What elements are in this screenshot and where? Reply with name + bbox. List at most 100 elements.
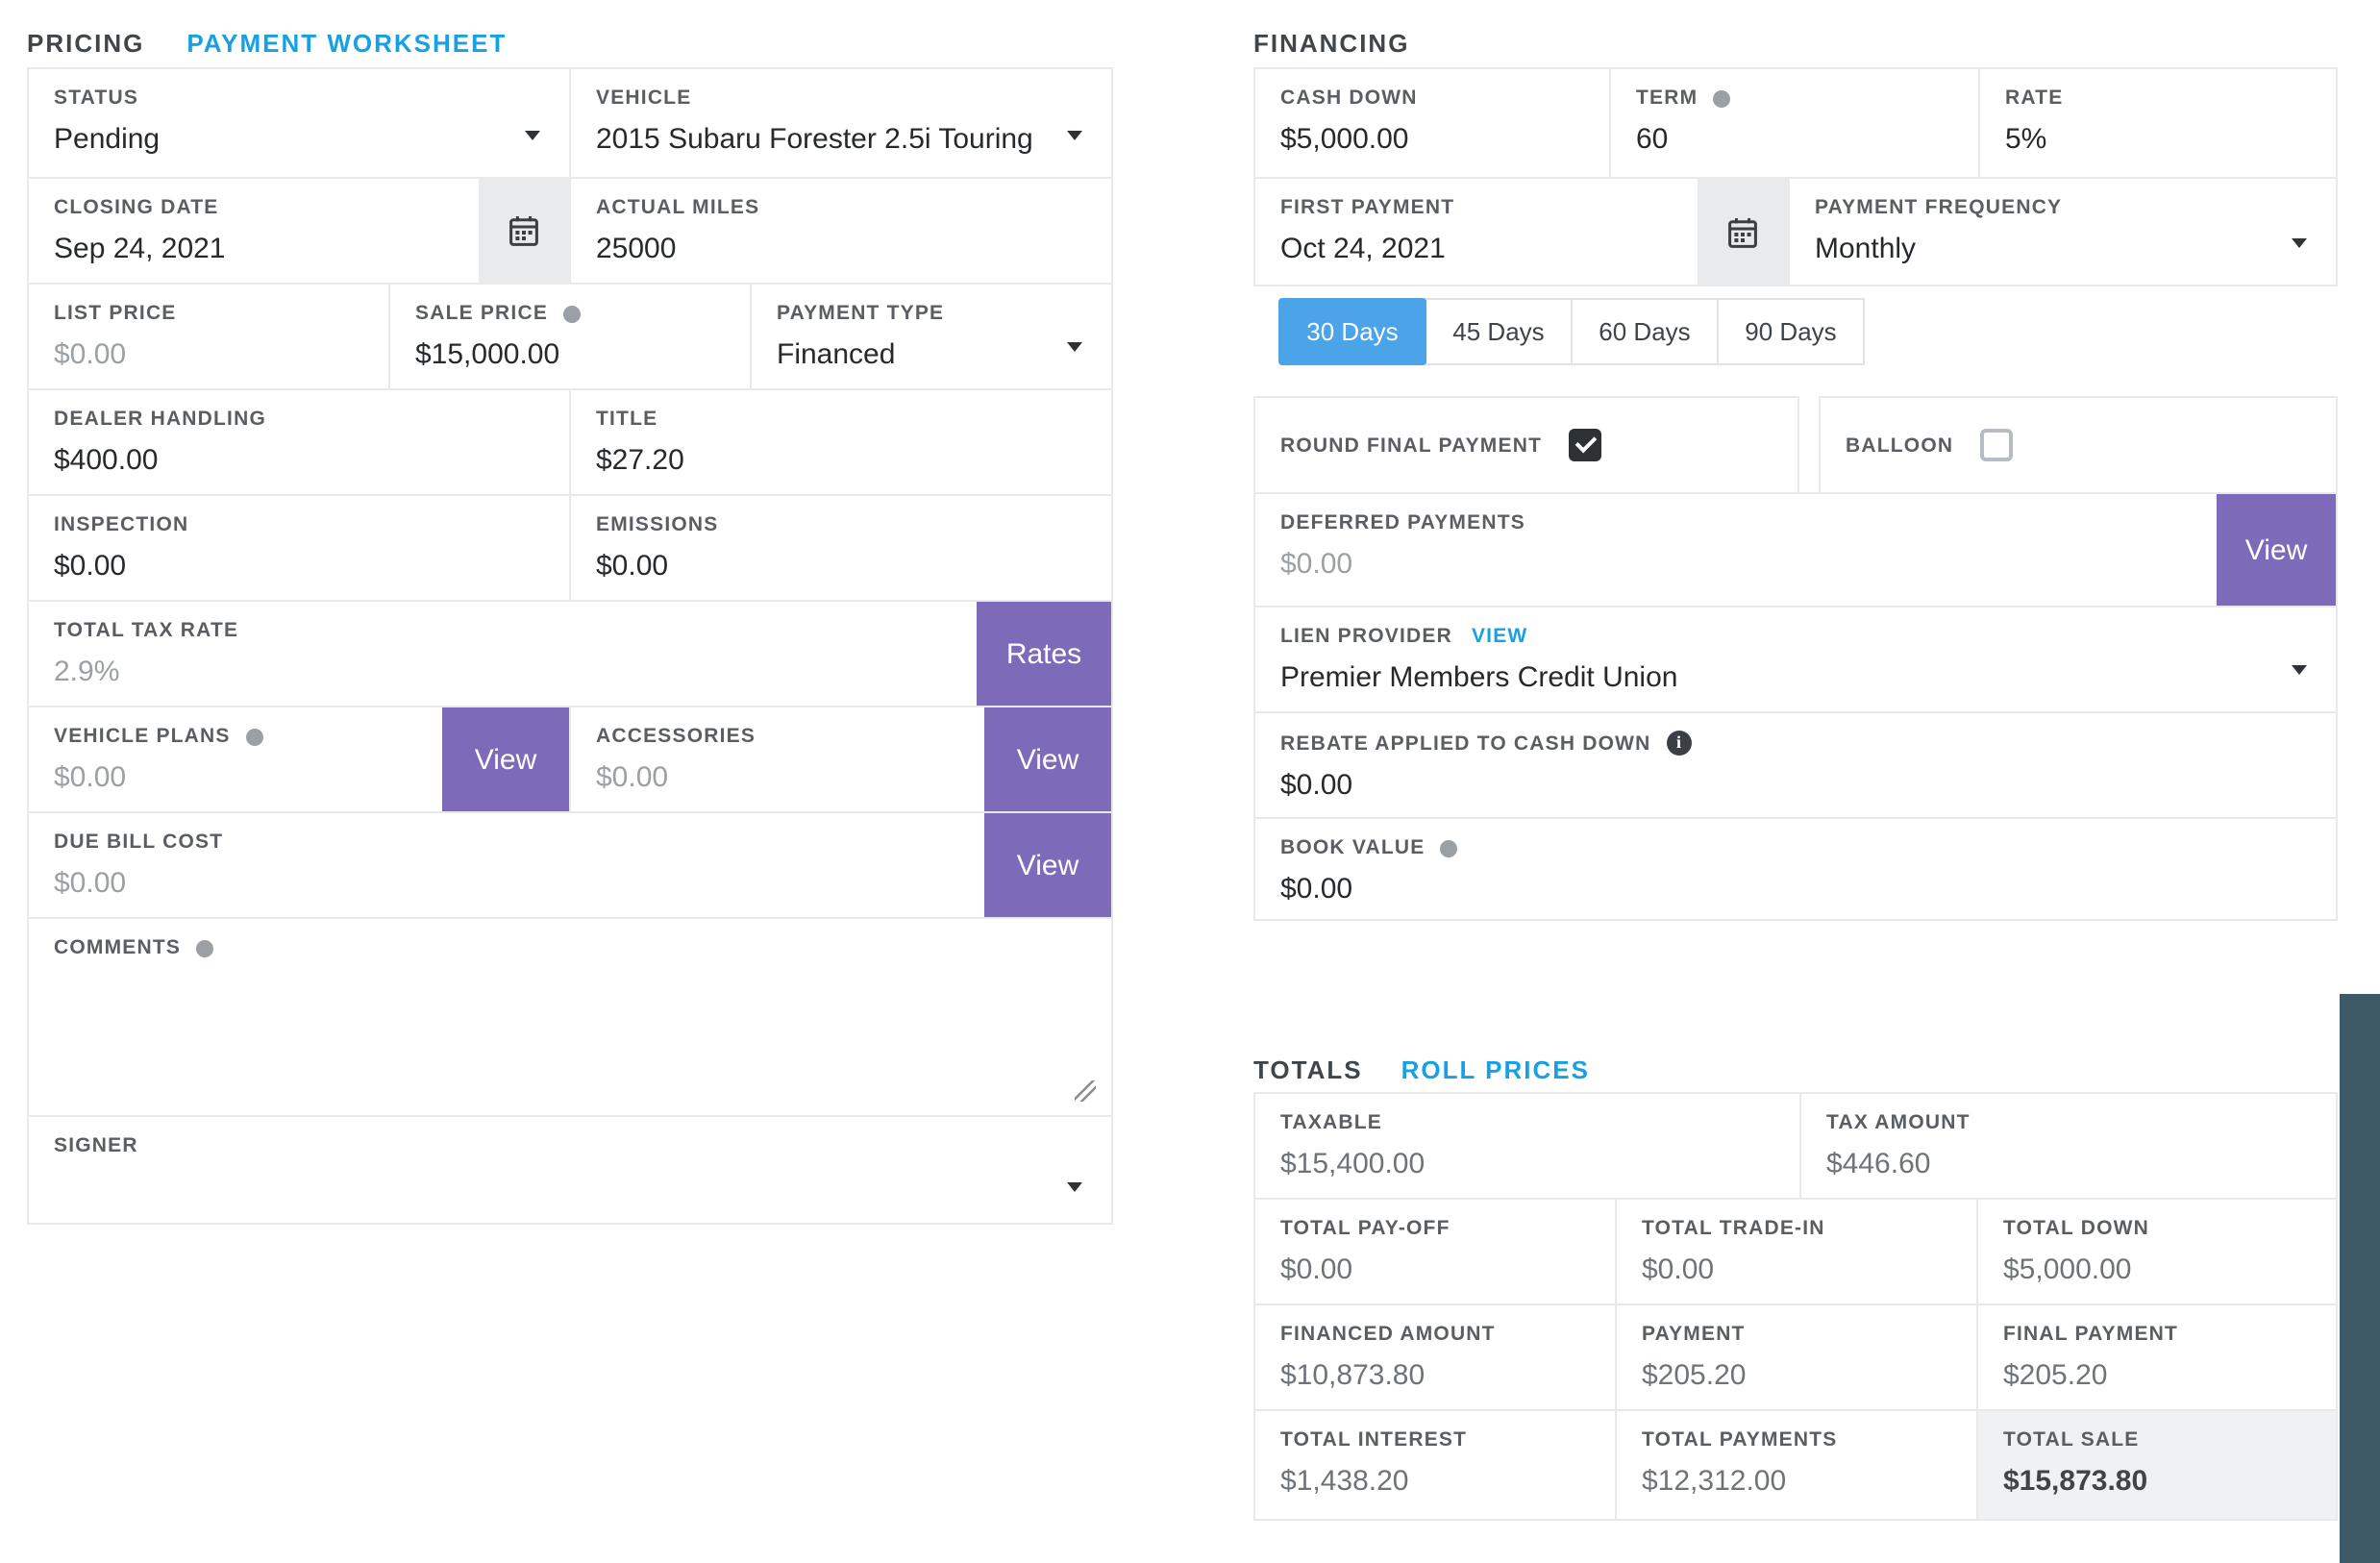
rebate-applied-field[interactable]: REBATE APPLIED TO CASH DOWN $0.00 bbox=[1255, 713, 2336, 819]
total-interest-label: TOTAL INTEREST bbox=[1280, 1428, 1468, 1451]
vehicle-plans-field[interactable]: VEHICLE PLANS $0.00 View bbox=[29, 707, 571, 813]
first-payment-label: FIRST PAYMENT bbox=[1280, 196, 1455, 219]
balloon-checkbox[interactable] bbox=[1980, 429, 2014, 461]
days-option-60[interactable]: 60 Days bbox=[1571, 298, 1719, 365]
signer-select[interactable]: SIGNER bbox=[29, 1117, 1111, 1223]
total-payments-cell: TOTAL PAYMENTS $12,312.00 bbox=[1617, 1411, 1978, 1519]
cash-down-field[interactable]: CASH DOWN $5,000.00 bbox=[1255, 69, 1611, 179]
tax-amount-cell: TAX AMOUNT $446.60 bbox=[1801, 1094, 2336, 1200]
closing-date-field[interactable]: CLOSING DATE Sep 24, 2021 bbox=[29, 179, 571, 285]
deferred-payments-field[interactable]: DEFERRED PAYMENTS $0.00 View bbox=[1255, 494, 2336, 608]
total-trade-in-label: TOTAL TRADE-IN bbox=[1642, 1217, 1825, 1240]
payment-frequency-value: Monthly bbox=[1815, 233, 1917, 265]
payment-frequency-select[interactable]: PAYMENT FREQUENCY Monthly bbox=[1790, 179, 2336, 285]
payment-type-select[interactable]: PAYMENT TYPE Financed bbox=[752, 285, 1111, 390]
term-field[interactable]: TERM 60 bbox=[1611, 69, 1980, 179]
chevron-down-icon[interactable] bbox=[2292, 238, 2307, 248]
chevron-down-icon[interactable] bbox=[525, 131, 540, 140]
round-final-payment-checkbox[interactable] bbox=[1569, 429, 1602, 461]
financing-grid-bottom: DEFERRED PAYMENTS $0.00 View LIEN PROVID… bbox=[1253, 492, 2338, 921]
total-down-label: TOTAL DOWN bbox=[2003, 1217, 2149, 1240]
tab-pricing[interactable]: PRICING bbox=[27, 29, 145, 58]
dealer-handling-field[interactable]: DEALER HANDLING $400.00 bbox=[29, 390, 571, 496]
due-bill-cost-field[interactable]: DUE BILL COST $0.00 View bbox=[29, 813, 1111, 919]
calendar-button[interactable] bbox=[1698, 179, 1788, 285]
chevron-down-icon[interactable] bbox=[1067, 342, 1082, 352]
days-option-45[interactable]: 45 Days bbox=[1425, 298, 1573, 365]
actual-miles-label: ACTUAL MILES bbox=[596, 196, 760, 219]
due-bill-view-button[interactable]: View bbox=[984, 813, 1111, 917]
sale-price-label: SALE PRICE bbox=[415, 302, 549, 325]
sale-price-field[interactable]: SALE PRICE $15,000.00 bbox=[390, 285, 752, 390]
total-trade-in-cell: TOTAL TRADE-IN $0.00 bbox=[1617, 1200, 1978, 1305]
rate-field[interactable]: RATE 5% bbox=[1980, 69, 2336, 179]
term-value: 60 bbox=[1636, 123, 1669, 156]
vehicle-value: 2015 Subaru Forester 2.5i Touring bbox=[596, 123, 1033, 156]
payment-type-value: Financed bbox=[777, 338, 896, 371]
final-payment-cell: FINAL PAYMENT $205.20 bbox=[1978, 1305, 2336, 1411]
days-option-30[interactable]: 30 Days bbox=[1278, 298, 1426, 365]
chevron-down-icon[interactable] bbox=[2292, 665, 2307, 675]
comments-label: COMMENTS bbox=[54, 936, 182, 959]
book-value-label: BOOK VALUE bbox=[1280, 836, 1426, 859]
days-option-90[interactable]: 90 Days bbox=[1717, 298, 1865, 365]
info-dot-icon bbox=[245, 728, 263, 745]
chevron-down-icon[interactable] bbox=[1067, 1182, 1082, 1192]
status-select[interactable]: STATUS Pending bbox=[29, 69, 571, 179]
title-fee-field[interactable]: TITLE $27.20 bbox=[571, 390, 1111, 496]
tax-amount-label: TAX AMOUNT bbox=[1826, 1111, 1971, 1134]
vehicle-select[interactable]: VEHICLE 2015 Subaru Forester 2.5i Tourin… bbox=[571, 69, 1111, 179]
financed-amount-cell: FINANCED AMOUNT $10,873.80 bbox=[1255, 1305, 1617, 1411]
total-pay-off-cell: TOTAL PAY-OFF $0.00 bbox=[1255, 1200, 1617, 1305]
roll-prices-link[interactable]: ROLL PRICES bbox=[1401, 1054, 1590, 1083]
resize-handle-icon[interactable] bbox=[1075, 1080, 1096, 1102]
info-dot-icon bbox=[1713, 89, 1731, 107]
lien-provider-view-link[interactable]: VIEW bbox=[1471, 625, 1528, 648]
due-bill-cost-value: $0.00 bbox=[54, 867, 127, 900]
comments-textarea[interactable] bbox=[29, 977, 1111, 1115]
accessories-field[interactable]: ACCESSORIES $0.00 View bbox=[571, 707, 1111, 813]
vehicle-plans-view-button[interactable]: View bbox=[442, 707, 569, 811]
financing-header: FINANCING bbox=[1253, 29, 1410, 58]
closing-date-value: Sep 24, 2021 bbox=[54, 233, 226, 265]
title-fee-value: $27.20 bbox=[596, 444, 684, 477]
list-price-field[interactable]: LIST PRICE $0.00 bbox=[29, 285, 390, 390]
lien-provider-label: LIEN PROVIDER bbox=[1280, 625, 1452, 648]
total-interest-value: $1,438.20 bbox=[1280, 1465, 1409, 1498]
inspection-field[interactable]: INSPECTION $0.00 bbox=[29, 496, 571, 602]
taxable-label: TAXABLE bbox=[1280, 1111, 1383, 1134]
pricing-grid: STATUS Pending VEHICLE 2015 Subaru Fores… bbox=[27, 67, 1113, 1225]
total-tax-rate-field[interactable]: TOTAL TAX RATE 2.9% Rates bbox=[29, 602, 1111, 707]
accessories-value: $0.00 bbox=[596, 761, 669, 794]
calendar-icon bbox=[1728, 217, 1757, 247]
first-payment-value: Oct 24, 2021 bbox=[1280, 233, 1446, 265]
tax-amount-value: $446.60 bbox=[1826, 1148, 1931, 1180]
lien-provider-select[interactable]: LIEN PROVIDER VIEW Premier Members Credi… bbox=[1255, 608, 2336, 713]
rate-value: 5% bbox=[2005, 123, 2047, 156]
total-tax-rate-value: 2.9% bbox=[54, 656, 120, 688]
rebate-applied-label: REBATE APPLIED TO CASH DOWN bbox=[1280, 732, 1651, 755]
info-icon[interactable] bbox=[1666, 731, 1692, 756]
deferred-payments-view-button[interactable]: View bbox=[2217, 494, 2336, 606]
book-value-field[interactable]: BOOK VALUE $0.00 bbox=[1255, 819, 2336, 919]
accessories-view-button[interactable]: View bbox=[984, 707, 1111, 811]
emissions-field[interactable]: EMISSIONS $0.00 bbox=[571, 496, 1111, 602]
rate-label: RATE bbox=[2005, 87, 2064, 110]
financing-grid-top: CASH DOWN $5,000.00 TERM 60 RATE 5% bbox=[1253, 67, 2338, 286]
calendar-button[interactable] bbox=[479, 179, 569, 283]
vehicle-plans-value: $0.00 bbox=[54, 761, 127, 794]
status-label: STATUS bbox=[54, 87, 139, 110]
payment-value: $205.20 bbox=[1642, 1359, 1747, 1392]
comments-field: COMMENTS bbox=[29, 919, 1111, 1117]
days-button-group: 30 Days 45 Days 60 Days 90 Days bbox=[1278, 298, 2338, 365]
payment-label: PAYMENT bbox=[1642, 1323, 1746, 1346]
tab-payment-worksheet[interactable]: PAYMENT WORKSHEET bbox=[186, 29, 508, 58]
rates-button[interactable]: Rates bbox=[977, 602, 1111, 706]
financed-amount-label: FINANCED AMOUNT bbox=[1280, 1323, 1496, 1346]
deferred-payments-value: $0.00 bbox=[1280, 548, 1353, 581]
first-payment-field[interactable]: FIRST PAYMENT Oct 24, 2021 bbox=[1255, 179, 1790, 285]
chevron-down-icon[interactable] bbox=[1067, 131, 1082, 140]
actual-miles-field[interactable]: ACTUAL MILES 25000 bbox=[571, 179, 1111, 285]
checkbox-row: ROUND FINAL PAYMENT BALLOON bbox=[1253, 396, 2338, 494]
